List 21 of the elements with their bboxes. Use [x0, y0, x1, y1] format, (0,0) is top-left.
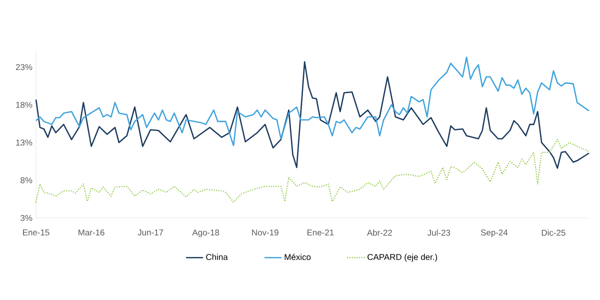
x-tick-label: Dic-25 — [542, 230, 566, 236]
x-tick-label: Nov-19 — [252, 230, 278, 236]
x-tick-label: Ene-15 — [23, 230, 50, 236]
y-tick-label: 3% — [20, 215, 32, 221]
x-tick-label: Sep-24 — [480, 230, 508, 238]
line-series — [35, 56, 590, 146]
y-tick-label: 23% — [16, 64, 32, 70]
x-tick-label: Ene-21 — [307, 230, 334, 236]
x-tick-label: Abr-22 — [366, 230, 392, 236]
y-tick-label: 8% — [20, 177, 32, 184]
line-series — [35, 138, 590, 203]
y-tick-label: 18% — [16, 102, 32, 108]
x-tick-label: Jul-23 — [428, 230, 450, 236]
y-tick-label: 13% — [16, 140, 32, 146]
x-tick-label: Mar-16 — [78, 230, 104, 236]
x-tick-label: Ago-18 — [192, 230, 220, 238]
line-series — [35, 61, 590, 169]
legend-label: China — [206, 254, 228, 260]
x-tick-label: Jun-17 — [138, 230, 164, 236]
legend-label: México — [284, 254, 311, 260]
legend-label: CAPARD (eje der.) — [368, 254, 438, 262]
